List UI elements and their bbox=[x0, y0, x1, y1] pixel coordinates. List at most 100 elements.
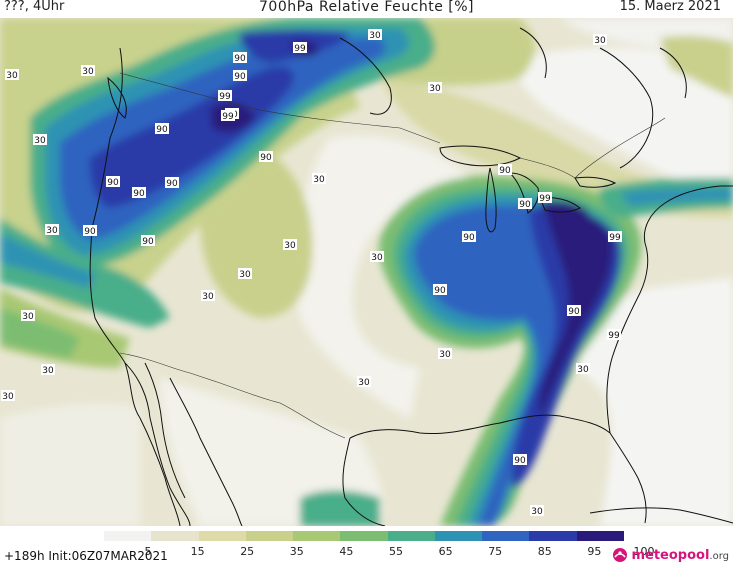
contour-label: 30 bbox=[577, 365, 589, 375]
contour-label-bg bbox=[567, 305, 581, 316]
colorbar-tick-label: 65 bbox=[438, 545, 453, 558]
contour-label: 30 bbox=[429, 84, 441, 94]
contour-label: 90 bbox=[142, 237, 154, 247]
contour-label: 30 bbox=[2, 392, 14, 402]
contour-label: 30 bbox=[439, 350, 451, 360]
humidity-map: 3090993030309099909030309090909030303030… bbox=[0, 18, 733, 526]
contour-label-bg bbox=[576, 363, 590, 374]
colorbar-segment bbox=[293, 531, 341, 541]
contour-label-bg bbox=[83, 225, 97, 236]
contour-label-bg bbox=[357, 376, 371, 387]
contour-label-bg bbox=[498, 164, 512, 175]
contour-label: 30 bbox=[531, 507, 543, 517]
contour-label-bg bbox=[221, 110, 235, 121]
colorbar-tick-label: 75 bbox=[488, 545, 503, 558]
contour-label: 90 bbox=[156, 125, 168, 135]
contour-label-bg bbox=[462, 231, 476, 242]
contour-label-bg bbox=[33, 134, 47, 145]
contour-label-bg bbox=[106, 176, 120, 187]
contour-label-bg bbox=[233, 70, 247, 81]
logo-name: meteopool bbox=[631, 547, 710, 563]
contour-label-bg bbox=[530, 505, 544, 516]
colorbar-tick-label: 100 bbox=[633, 545, 655, 558]
contour-label: 90 bbox=[84, 227, 96, 237]
colorbar-tick-label: 45 bbox=[339, 545, 354, 558]
colorbar-segment bbox=[198, 531, 247, 541]
contour-label-bg bbox=[259, 151, 273, 162]
colorbar: 5 15 25 35 45 55 65 75 85 95 100 bbox=[104, 531, 655, 558]
contour-label-bg bbox=[132, 187, 146, 198]
contour-label: 30 bbox=[42, 366, 54, 376]
valid-date-label: 15. Maerz 2021 bbox=[619, 0, 721, 14]
contour-label: 99 bbox=[219, 92, 231, 102]
footer-bar: 5 15 25 35 45 55 65 75 85 95 100 +189h Init:06Z07M… bbox=[0, 526, 733, 566]
logo-tld: .org bbox=[709, 550, 729, 562]
valid-time-label: ???, 4Uhr bbox=[4, 0, 65, 14]
contour-label: 99 bbox=[608, 331, 620, 341]
contour-label-bg bbox=[45, 224, 59, 235]
contour-label: 30 bbox=[594, 36, 606, 46]
contour-label-bg bbox=[21, 310, 35, 321]
contour-label: 30 bbox=[82, 67, 94, 77]
colorbar-segment bbox=[151, 531, 200, 541]
coastlines bbox=[89, 27, 733, 526]
contour-label: 99 bbox=[294, 44, 306, 54]
colorbar-segment bbox=[340, 531, 389, 541]
contour-label: 90 bbox=[166, 179, 178, 189]
contour-label-bg bbox=[283, 239, 297, 250]
contour-label: 90 bbox=[107, 178, 119, 188]
contour-label: 90 bbox=[234, 54, 246, 64]
colorbar-tick-label: 5 bbox=[144, 545, 152, 558]
contour-label: 30 bbox=[22, 312, 34, 322]
contour-label: 90 bbox=[463, 233, 475, 243]
colorbar-tick-label: 25 bbox=[240, 545, 255, 558]
colorbar-segment bbox=[245, 531, 294, 541]
contour-label: 30 bbox=[202, 292, 214, 302]
colorbar-segment bbox=[529, 531, 578, 541]
contour-label: 90 bbox=[434, 286, 446, 296]
contour-label-bg bbox=[608, 231, 622, 242]
contour-label-bg bbox=[428, 82, 442, 93]
contour-label: 30 bbox=[369, 31, 381, 41]
meteopool-logo-icon bbox=[612, 547, 628, 563]
contour-label-bg bbox=[438, 348, 452, 359]
contour-label: 99 bbox=[609, 233, 621, 243]
colorbar-tick-label: 55 bbox=[389, 545, 403, 558]
national-borders bbox=[119, 72, 666, 439]
contour-label-bg bbox=[368, 29, 382, 40]
colorbar-tick-label: 95 bbox=[587, 545, 602, 558]
contour-label-bg bbox=[607, 329, 621, 340]
colorbar-tick-label: 35 bbox=[289, 545, 304, 558]
contour-label-bg bbox=[433, 284, 447, 295]
contour-labels: 3090993030309099909030309090909030303030… bbox=[1, 29, 622, 517]
contour-label-bg bbox=[5, 69, 19, 80]
contour-label-bg bbox=[538, 192, 552, 203]
humidity-fields bbox=[0, 18, 733, 526]
colorbar-segment bbox=[482, 531, 530, 541]
contour-label-bg bbox=[593, 34, 607, 45]
meteopool-logo[interactable]: meteopool.org bbox=[612, 546, 729, 564]
contour-label: 90 bbox=[568, 307, 580, 317]
contour-label-bg bbox=[218, 90, 232, 101]
contour-label: 30 bbox=[34, 136, 46, 146]
map-title: 700hPa Relative Feuchte [%] bbox=[259, 0, 474, 15]
colorbar-segment bbox=[434, 531, 483, 541]
contour-label: 30 bbox=[358, 378, 370, 388]
map-canvas: 3090993030309099909030309090909030303030… bbox=[0, 18, 733, 526]
contour-label-bg bbox=[238, 268, 252, 279]
contour-label-bg bbox=[41, 364, 55, 375]
contour-label: 90 bbox=[499, 166, 511, 176]
colorbar-tick-label: 85 bbox=[537, 545, 552, 558]
colorbar-segment bbox=[387, 531, 436, 541]
contour-label: 90 bbox=[519, 200, 531, 210]
contour-label-bg bbox=[155, 123, 169, 134]
contour-label-bg bbox=[141, 235, 155, 246]
contour-label-bg bbox=[513, 454, 527, 465]
contour-label-bg bbox=[518, 198, 532, 209]
contour-label: 90 bbox=[133, 189, 145, 199]
contour-label: 90 bbox=[234, 72, 246, 82]
colorbar-segment bbox=[576, 531, 625, 541]
contour-label: 30 bbox=[6, 71, 18, 81]
contour-label: 30 bbox=[239, 270, 251, 280]
contour-label: 30 bbox=[313, 175, 325, 185]
